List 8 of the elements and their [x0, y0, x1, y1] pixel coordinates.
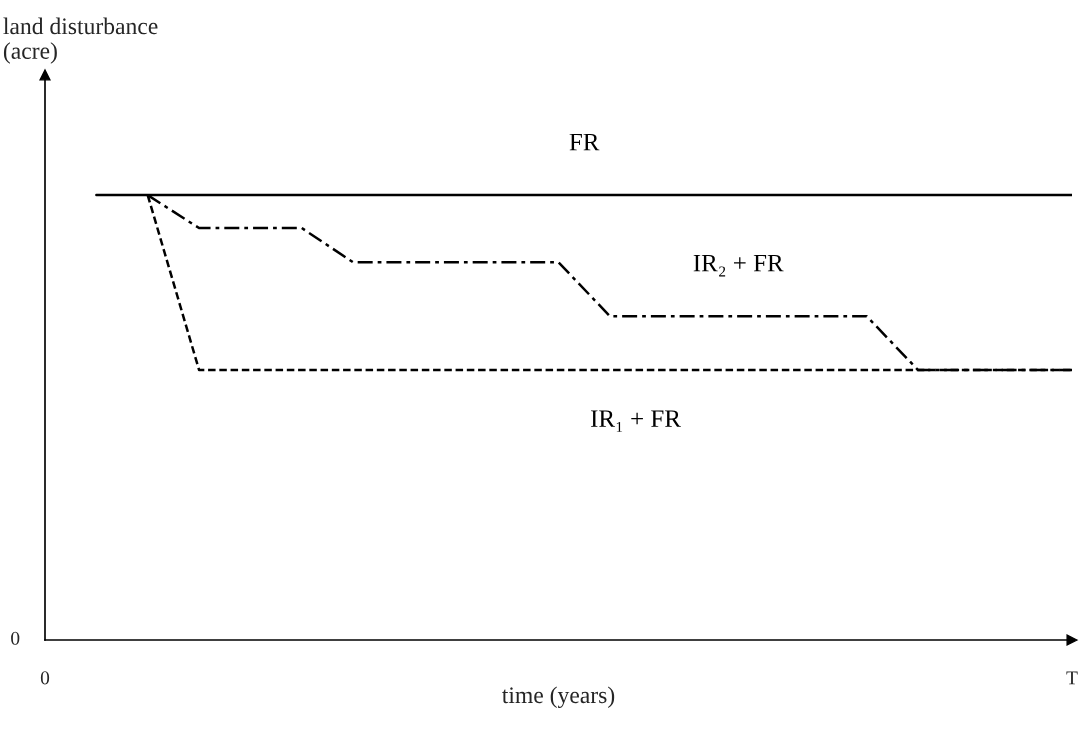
text: T: [1066, 671, 1078, 685]
text: land disturbance (acre): [3, 17, 158, 64]
series-label: IR₁ + FR: [590, 410, 681, 432]
text: 0: [11, 631, 20, 645]
text: 0: [40, 671, 50, 685]
series-label: IR₂ + FR: [693, 254, 784, 277]
series-label: FR: [569, 133, 600, 151]
x-axis-title: time (years): [502, 686, 615, 709]
